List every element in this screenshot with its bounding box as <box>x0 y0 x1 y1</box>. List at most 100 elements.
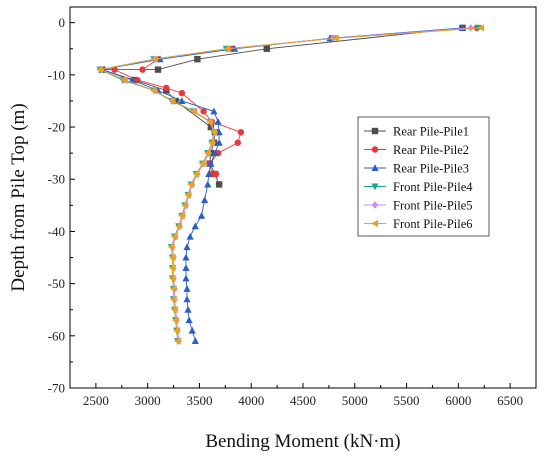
data-point <box>467 24 474 32</box>
data-point <box>169 295 177 303</box>
x-tick-label: 3500 <box>186 393 212 408</box>
data-point <box>154 66 162 73</box>
data-point <box>215 181 223 188</box>
data-point <box>139 66 146 73</box>
data-point <box>194 55 201 63</box>
data-point <box>211 149 219 157</box>
data-point <box>207 159 215 167</box>
data-point <box>371 183 379 191</box>
data-point <box>168 253 176 262</box>
data-point <box>192 170 200 178</box>
data-point <box>178 89 186 97</box>
data-point <box>171 316 179 324</box>
y-tick-label: -60 <box>48 328 65 343</box>
data-point <box>200 108 207 115</box>
data-point <box>212 170 220 178</box>
series-6 <box>96 24 485 345</box>
data-point <box>178 97 186 104</box>
data-point <box>205 170 213 178</box>
data-point <box>191 337 199 345</box>
data-point <box>188 326 196 334</box>
data-point <box>183 285 191 292</box>
data-point <box>182 274 190 282</box>
data-point <box>191 222 199 230</box>
data-point <box>183 295 191 303</box>
data-point <box>237 129 245 136</box>
legend-item: Front Pile-Pile5 <box>364 198 473 212</box>
data-point <box>208 139 215 147</box>
x-tick-label: 6000 <box>445 393 471 408</box>
data-point <box>170 233 178 241</box>
x-tick-label: 4000 <box>238 393 264 408</box>
legend-item: Rear Pile-Pile3 <box>364 161 469 175</box>
y-tick-label: -40 <box>48 224 65 239</box>
data-point <box>121 76 128 84</box>
legend-item: Front Pile-Pile6 <box>364 217 473 231</box>
legend-label: Front Pile-Pile4 <box>393 180 473 194</box>
data-point <box>210 107 218 115</box>
data-point <box>207 123 215 131</box>
data-point <box>151 55 158 63</box>
data-point <box>201 196 209 204</box>
data-point <box>187 180 195 189</box>
legend-label: Front Pile-Pile5 <box>393 198 473 212</box>
data-point <box>183 243 191 251</box>
data-point <box>371 164 379 171</box>
data-point <box>167 243 175 251</box>
data-point <box>206 118 213 126</box>
data-point <box>263 45 270 52</box>
legend-item: Front Pile-Pile4 <box>364 180 473 194</box>
data-point <box>234 139 241 146</box>
data-point <box>170 306 178 314</box>
x-tick-label: 5500 <box>394 393 420 408</box>
data-point <box>181 201 188 209</box>
legend-item: Rear Pile-Pile2 <box>364 143 469 157</box>
y-tick-label: -70 <box>48 381 65 396</box>
data-point <box>197 211 206 219</box>
y-axis-title: Depth from Pile Top (m) <box>8 103 29 291</box>
x-axis-title: Bending Moment (kN·m) <box>205 431 400 452</box>
x-tick-label: 4500 <box>290 393 316 408</box>
data-point <box>332 34 340 42</box>
y-tick-label: -50 <box>48 276 65 291</box>
data-point <box>168 264 176 272</box>
data-point <box>477 24 485 32</box>
data-point <box>214 118 222 125</box>
data-point <box>186 232 194 240</box>
data-point <box>223 45 231 53</box>
data-point <box>169 285 177 293</box>
data-point <box>182 264 190 271</box>
data-point <box>215 138 223 146</box>
data-point <box>210 128 217 136</box>
data-point <box>371 146 379 153</box>
legend: Rear Pile-Pile1 Rear Pile-Pile2 Rear Pile-… <box>357 116 490 237</box>
y-tick-label: -20 <box>48 120 65 135</box>
legend-label: Rear Pile-Pile2 <box>393 143 469 157</box>
x-tick-label: 6500 <box>497 393 523 408</box>
data-point <box>128 76 136 84</box>
data-point <box>173 337 181 345</box>
y-tick-label: 0 <box>59 15 66 30</box>
data-point <box>150 86 157 95</box>
series-layer <box>96 24 485 345</box>
data-point <box>185 316 193 324</box>
data-point <box>168 274 176 282</box>
data-point <box>163 84 170 92</box>
axes-layer: 2500 3000 3500 4000 4500 5000 5500 6000 6500 0 -10… <box>48 15 537 408</box>
data-point <box>174 222 182 230</box>
y-tick-label: -30 <box>48 172 65 187</box>
legend-label: Front Pile-Pile6 <box>393 217 473 231</box>
data-point <box>215 128 223 136</box>
data-point <box>184 191 192 199</box>
data-point <box>190 107 198 115</box>
legend-box <box>357 116 490 237</box>
data-point <box>371 201 379 209</box>
legend-label: Rear Pile-Pile3 <box>393 161 469 175</box>
data-point <box>96 66 104 74</box>
y-tick-label: -10 <box>48 67 65 82</box>
x-tick-label: 3000 <box>135 393 161 408</box>
data-point <box>204 180 212 188</box>
data-point <box>184 305 192 313</box>
data-point <box>172 326 180 335</box>
